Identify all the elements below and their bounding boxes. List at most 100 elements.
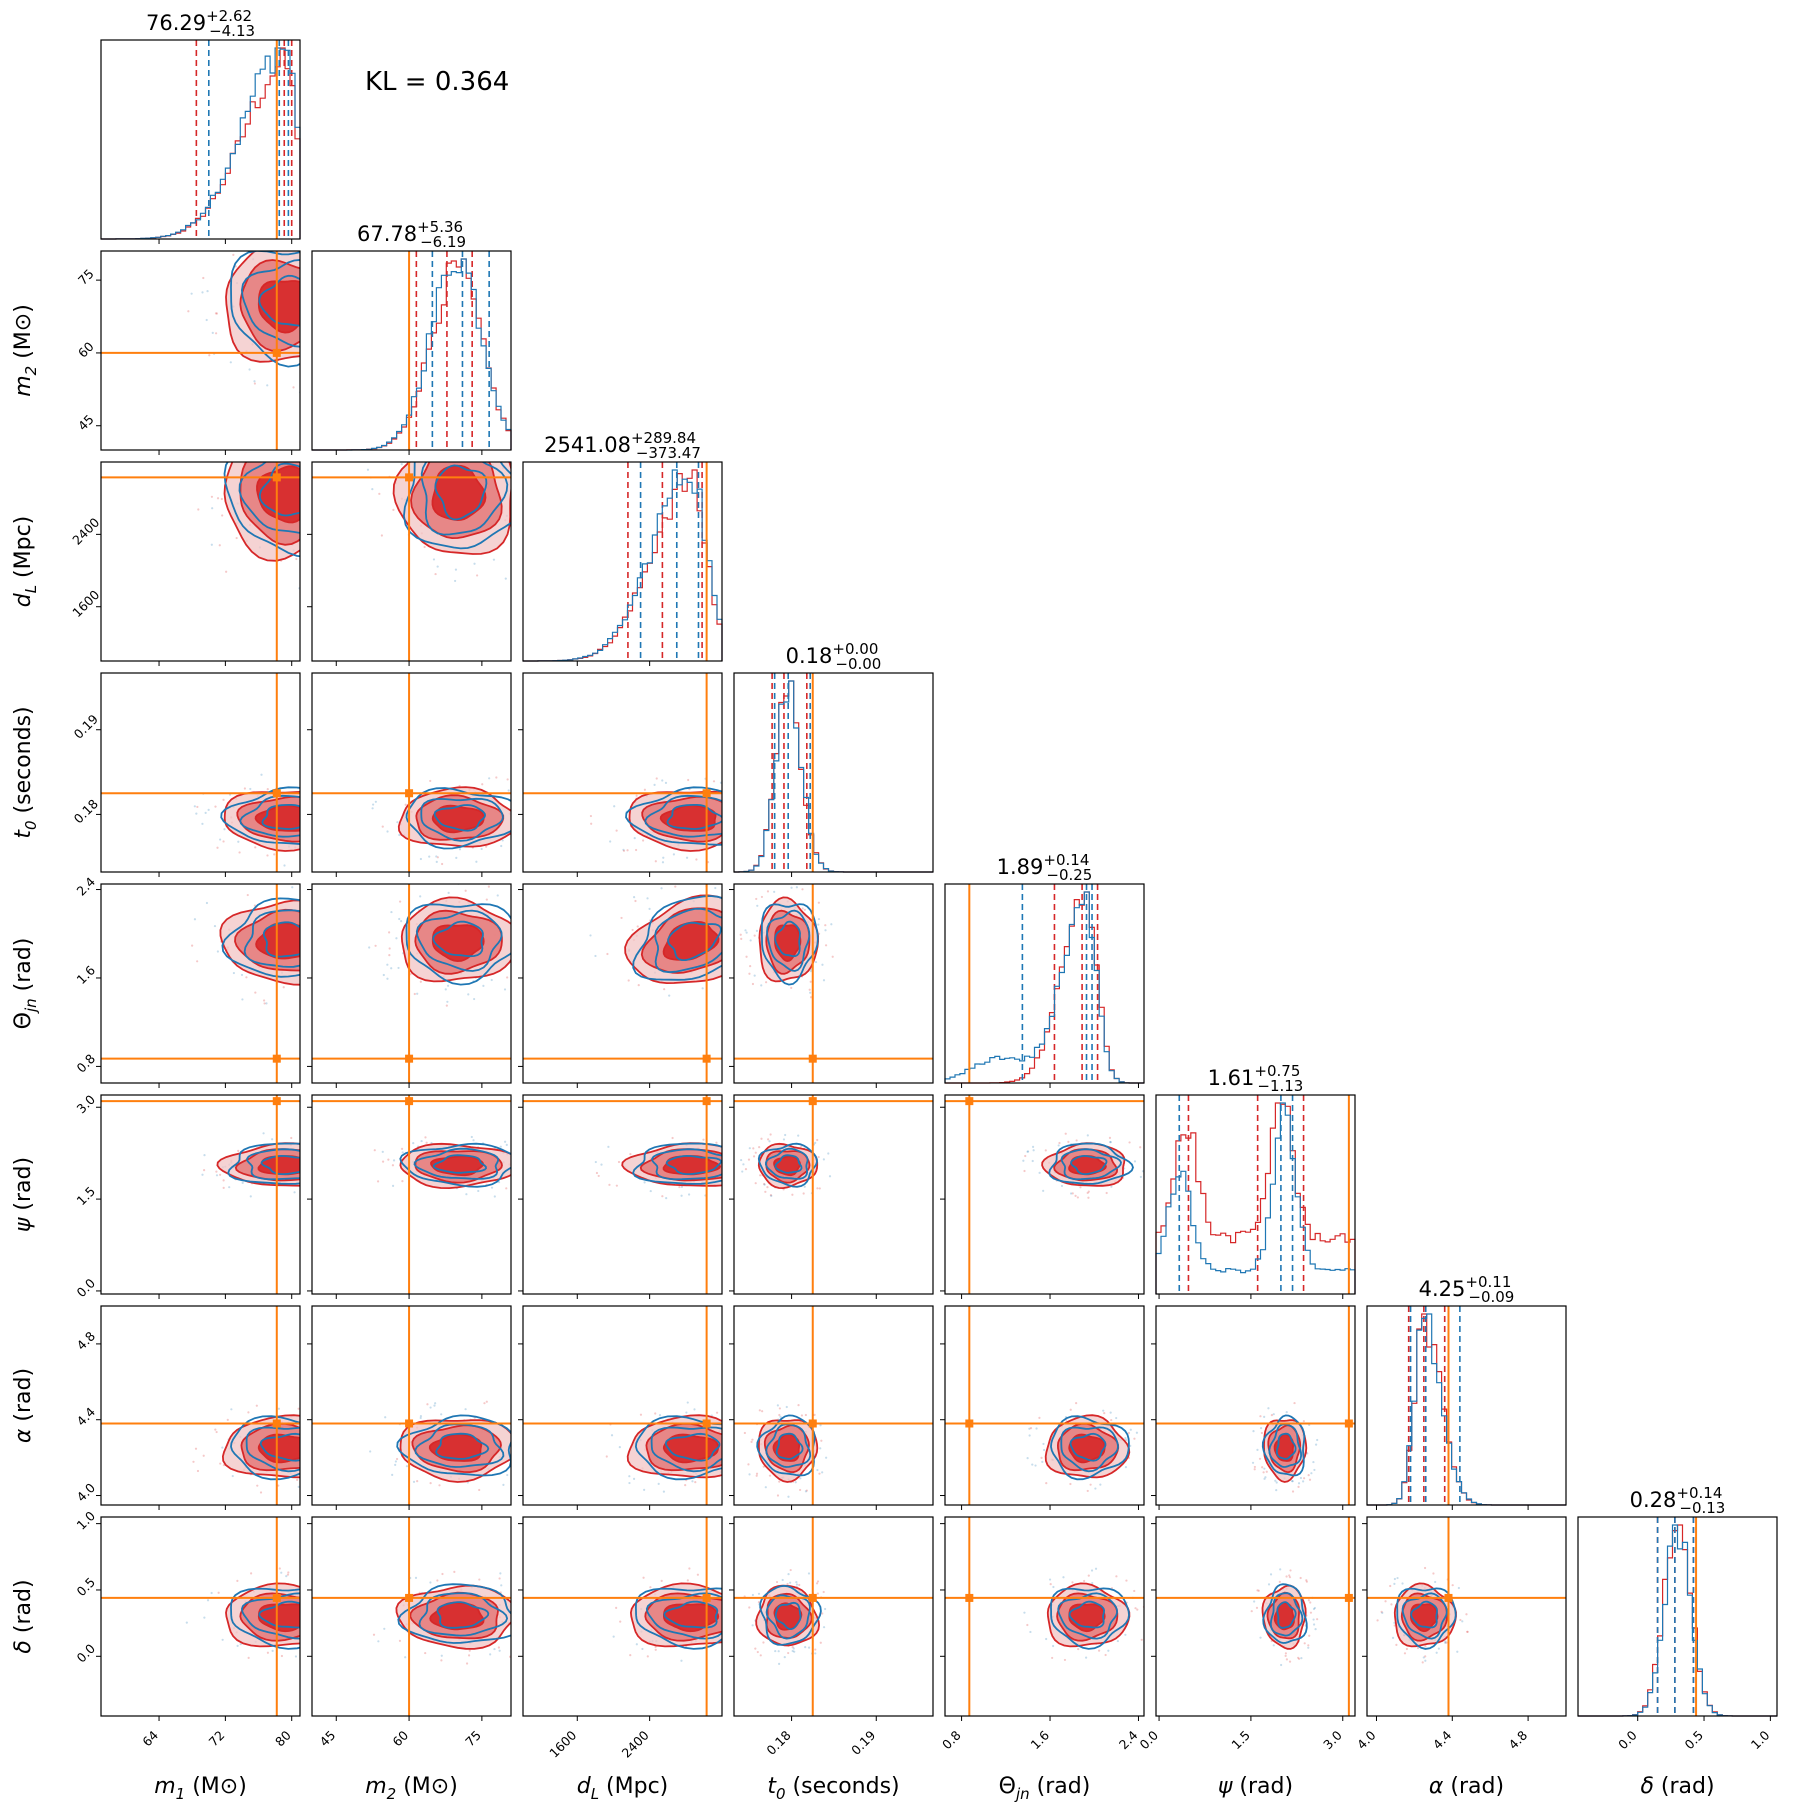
blue-level-0 bbox=[221, 897, 300, 978]
blue-level-0 bbox=[397, 1583, 511, 1644]
panel-psi-m2 bbox=[307, 1094, 512, 1299]
blue-level-2 bbox=[774, 1154, 803, 1174]
contours-alpha-dL bbox=[523, 1306, 722, 1505]
truth-marker bbox=[272, 789, 281, 798]
contours-alpha-m1 bbox=[101, 1306, 300, 1505]
truth-marker bbox=[272, 1419, 281, 1428]
blue-level-1 bbox=[414, 1423, 505, 1468]
panel-theta_jn-dL bbox=[518, 883, 723, 1088]
panel-psi-psi: 1.61+0.75 −1.13 bbox=[1155, 1062, 1356, 1299]
title-lower-psi: −1.13 bbox=[1257, 1077, 1303, 1095]
blue-level-0 bbox=[632, 1142, 722, 1185]
truth-marker bbox=[405, 789, 414, 798]
blue-level-2 bbox=[775, 1432, 804, 1460]
ytick-label-theta_jn-0: 0.8 bbox=[73, 1051, 98, 1076]
frame-4-2 bbox=[522, 883, 723, 1084]
contours-delta-m1 bbox=[101, 1517, 300, 1716]
contours-psi-theta_jn bbox=[945, 1095, 1144, 1294]
contours-alpha-theta_jn bbox=[945, 1306, 1144, 1505]
title-upper-theta_jn: +0.14 bbox=[1043, 851, 1089, 869]
blue-level-0 bbox=[230, 251, 300, 368]
frame-4-4 bbox=[944, 883, 1145, 1084]
ytick-label-delta-1: 0.5 bbox=[73, 1574, 98, 1599]
ytick-label-delta-2: 1.0 bbox=[73, 1508, 98, 1533]
blue-level-0 bbox=[1048, 1142, 1134, 1185]
contours-m2-m1 bbox=[101, 251, 300, 450]
blue-level-2 bbox=[667, 921, 722, 961]
blue-level-2 bbox=[261, 804, 300, 830]
ytick-label-theta_jn-2: 2.4 bbox=[73, 874, 98, 899]
contours-delta-alpha bbox=[1367, 1517, 1566, 1716]
blue-level-2 bbox=[435, 1432, 490, 1460]
blue-level-2 bbox=[433, 804, 486, 832]
frame-5-5 bbox=[1155, 1094, 1356, 1295]
xlabel-m1: m1 (M⊙) bbox=[154, 1774, 247, 1803]
frame-4-3 bbox=[733, 883, 934, 1084]
title-value-m1: 76.29 bbox=[146, 11, 206, 35]
ylabel-alpha: α (rad) bbox=[11, 1368, 36, 1443]
contours-theta_jn-dL bbox=[523, 884, 722, 1083]
contours-delta-dL bbox=[523, 1517, 722, 1716]
frame-7-4 bbox=[944, 1516, 1145, 1717]
hist-red-dL bbox=[523, 469, 723, 662]
truth-marker bbox=[808, 1054, 817, 1063]
contours-delta-m2 bbox=[312, 1517, 511, 1716]
truth-marker bbox=[1344, 1419, 1353, 1428]
blue-level-1 bbox=[1401, 1592, 1448, 1640]
contours-psi-m2 bbox=[312, 1095, 511, 1294]
contours-alpha-m2 bbox=[312, 1306, 511, 1505]
truth-marker bbox=[1344, 1593, 1353, 1602]
frame-5-2 bbox=[522, 1094, 723, 1295]
frame-5-0 bbox=[100, 1094, 301, 1295]
truth-marker bbox=[405, 473, 414, 482]
xtick-label-m2-1: 60 bbox=[389, 1727, 411, 1749]
ylabel-m2: m2 (M⊙) bbox=[11, 304, 40, 397]
panel-alpha-alpha: 4.25+0.11 −0.09 bbox=[1366, 1273, 1567, 1510]
panel-psi-t0 bbox=[729, 1094, 934, 1299]
xtick-label-dL-1: 2400 bbox=[619, 1727, 652, 1760]
red-level-2 bbox=[428, 1433, 483, 1462]
blue-level-0 bbox=[396, 1414, 511, 1477]
title-lower-m1: −4.13 bbox=[209, 22, 255, 40]
panel-m2-m1: 45 60 75 bbox=[75, 250, 301, 455]
blue-level-2 bbox=[1069, 1432, 1107, 1462]
panel-delta-delta: 0.28+0.14 −0.13 0.0 0.5 1.0 bbox=[1577, 1484, 1778, 1752]
title-theta_jn: 1.89+0.14 −0.25 bbox=[997, 851, 1093, 884]
red-level-2 bbox=[772, 1433, 801, 1462]
blue-level-2 bbox=[258, 1600, 300, 1629]
contours-alpha-psi bbox=[1156, 1306, 1355, 1505]
panel-alpha-psi bbox=[1151, 1305, 1356, 1510]
contours-t0-m1 bbox=[101, 673, 300, 872]
frame-2-0 bbox=[100, 461, 301, 662]
title-lower-dL: −373.47 bbox=[636, 444, 701, 462]
blue-level-2 bbox=[260, 1154, 300, 1175]
panel-alpha-t0 bbox=[729, 1305, 934, 1510]
blue-level-2 bbox=[774, 920, 801, 958]
blue-level-1 bbox=[243, 909, 300, 968]
blue-level-1 bbox=[765, 1594, 811, 1640]
blue-level-2 bbox=[1068, 1600, 1106, 1629]
frame-6-3 bbox=[733, 1305, 934, 1506]
blue-level-2 bbox=[1070, 1154, 1108, 1175]
title-value-theta_jn: 1.89 bbox=[997, 855, 1044, 879]
title-upper-alpha: +0.11 bbox=[1465, 1273, 1511, 1291]
title-upper-dL: +289.84 bbox=[631, 429, 696, 447]
frame-7-0 bbox=[100, 1516, 301, 1717]
frame-3-0 bbox=[100, 672, 301, 873]
frame-3-1 bbox=[311, 672, 512, 873]
contours-theta_jn-t0 bbox=[734, 884, 933, 1083]
blue-level-1 bbox=[650, 1426, 722, 1473]
blue-level-0 bbox=[1050, 1587, 1130, 1650]
panel-psi-theta_jn bbox=[940, 1094, 1145, 1299]
ytick-label-t0-1: 0.19 bbox=[71, 711, 101, 741]
blue-level-0 bbox=[230, 1587, 300, 1650]
blue-level-0 bbox=[625, 786, 722, 846]
title-upper-m2: +5.36 bbox=[417, 218, 463, 236]
ytick-label-delta-0: 0.0 bbox=[73, 1641, 98, 1666]
truth-marker bbox=[702, 1097, 711, 1106]
panel-delta-m1: 64 72 80 0.0 0.5 1.0 bbox=[73, 1508, 301, 1749]
panel-dL-m1: 1600 2400 bbox=[69, 461, 301, 666]
frame-4-1 bbox=[311, 883, 512, 1084]
contours-delta-t0 bbox=[734, 1517, 933, 1716]
